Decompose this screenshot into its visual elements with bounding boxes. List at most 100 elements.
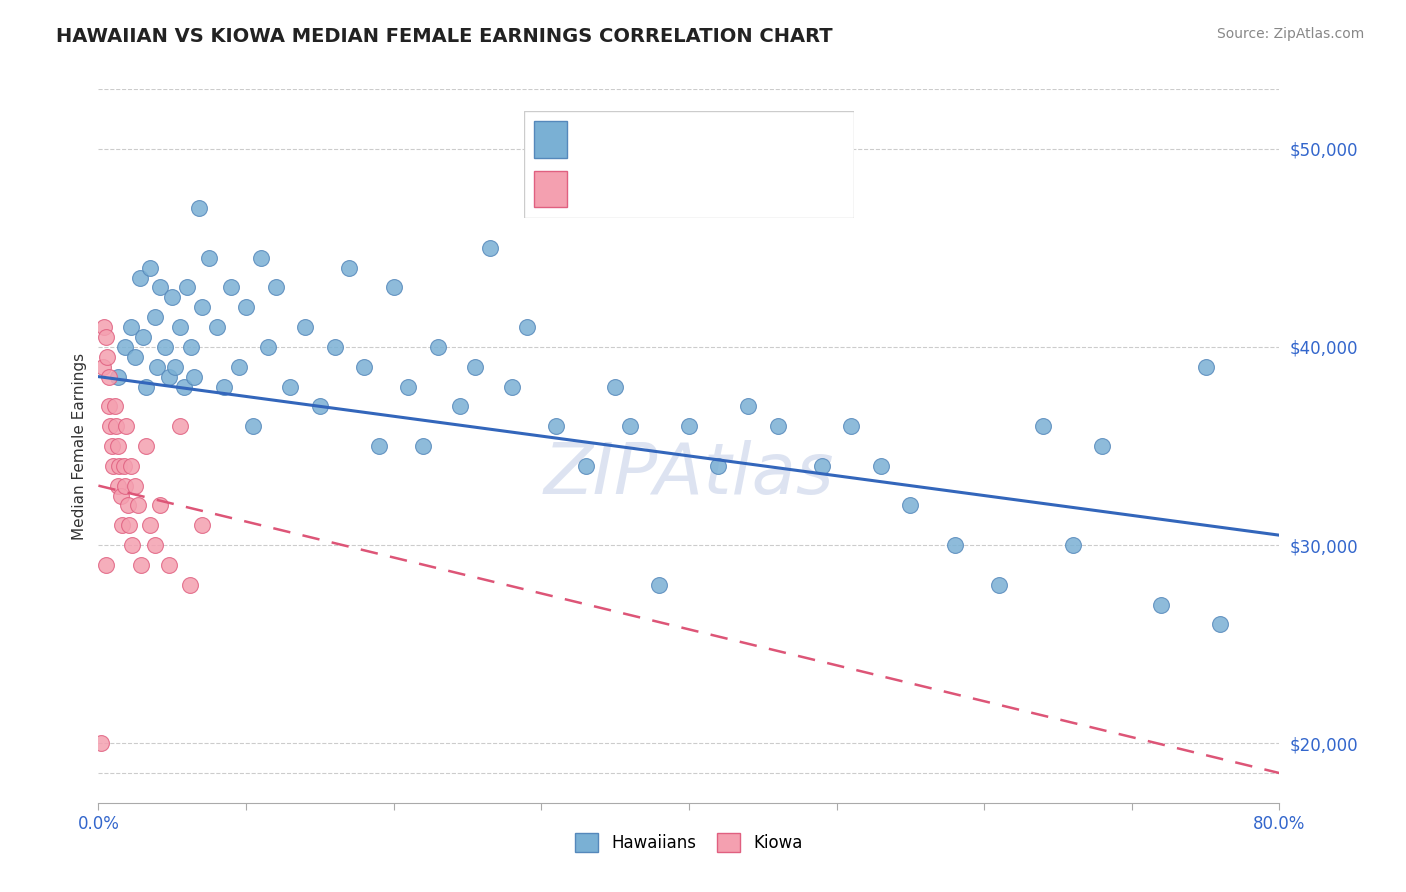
- Point: [107, 439, 129, 453]
- Point: [124, 478, 146, 492]
- Point: [93, 320, 115, 334]
- Point: [107, 369, 129, 384]
- Text: HAWAIIAN VS KIOWA MEDIAN FEMALE EARNINGS CORRELATION CHART: HAWAIIAN VS KIOWA MEDIAN FEMALE EARNINGS…: [56, 27, 832, 45]
- Text: ZIPAtlas: ZIPAtlas: [544, 440, 834, 509]
- Point: [323, 340, 346, 354]
- Point: [619, 419, 641, 434]
- Point: [737, 400, 759, 414]
- Point: [1062, 538, 1084, 552]
- Point: [841, 419, 863, 434]
- Point: [169, 320, 191, 334]
- Point: [605, 379, 627, 393]
- Point: [176, 280, 198, 294]
- Point: [100, 439, 122, 453]
- Point: [280, 379, 302, 393]
- Point: [98, 419, 121, 434]
- Point: [294, 320, 316, 334]
- Point: [110, 489, 132, 503]
- Point: [157, 369, 180, 384]
- Point: [1195, 359, 1218, 374]
- Point: [111, 518, 134, 533]
- Point: [198, 251, 221, 265]
- Point: [810, 458, 832, 473]
- Point: [900, 499, 922, 513]
- Point: [212, 379, 235, 393]
- Point: [1209, 617, 1232, 632]
- Point: [135, 379, 157, 393]
- Point: [149, 499, 172, 513]
- Point: [353, 359, 375, 374]
- Point: [648, 578, 671, 592]
- Point: [546, 419, 568, 434]
- Point: [94, 330, 117, 344]
- Point: [382, 280, 405, 294]
- Point: [108, 458, 131, 473]
- Point: [179, 578, 201, 592]
- Point: [191, 300, 214, 314]
- Point: [118, 518, 141, 533]
- Point: [114, 478, 136, 492]
- Point: [117, 499, 139, 513]
- Point: [309, 400, 332, 414]
- Point: [162, 290, 183, 304]
- Point: [96, 350, 118, 364]
- Point: [988, 578, 1011, 592]
- Point: [120, 320, 142, 334]
- Point: [478, 241, 501, 255]
- Point: [124, 350, 146, 364]
- Point: [678, 419, 700, 434]
- Point: [250, 251, 273, 265]
- Point: [132, 330, 155, 344]
- Point: [516, 320, 538, 334]
- Point: [228, 359, 250, 374]
- Point: [121, 538, 143, 552]
- Point: [1032, 419, 1054, 434]
- Point: [139, 518, 162, 533]
- Point: [105, 419, 128, 434]
- Point: [180, 340, 202, 354]
- Point: [112, 458, 135, 473]
- Point: [94, 558, 117, 572]
- Point: [97, 400, 120, 414]
- Point: [221, 280, 243, 294]
- Point: [103, 458, 125, 473]
- Point: [143, 310, 166, 325]
- Point: [191, 518, 214, 533]
- Point: [169, 419, 191, 434]
- Point: [339, 260, 361, 275]
- Point: [257, 340, 280, 354]
- Point: [104, 400, 127, 414]
- Legend: Hawaiians, Kiowa: Hawaiians, Kiowa: [568, 826, 810, 859]
- Point: [187, 201, 209, 215]
- Point: [153, 340, 176, 354]
- Point: [97, 369, 120, 384]
- Point: [128, 270, 150, 285]
- Point: [149, 280, 172, 294]
- Point: [464, 359, 486, 374]
- Point: [115, 419, 138, 434]
- Point: [242, 419, 264, 434]
- Point: [449, 400, 471, 414]
- Point: [107, 478, 129, 492]
- Point: [368, 439, 391, 453]
- Point: [114, 340, 136, 354]
- Point: [135, 439, 157, 453]
- Point: [427, 340, 450, 354]
- Point: [766, 419, 789, 434]
- Point: [91, 359, 114, 374]
- Point: [398, 379, 420, 393]
- Point: [575, 458, 598, 473]
- Point: [707, 458, 730, 473]
- Point: [129, 558, 152, 572]
- Point: [264, 280, 287, 294]
- Point: [173, 379, 195, 393]
- Text: Source: ZipAtlas.com: Source: ZipAtlas.com: [1216, 27, 1364, 41]
- Point: [205, 320, 228, 334]
- Point: [146, 359, 169, 374]
- Point: [412, 439, 434, 453]
- Point: [165, 359, 187, 374]
- Point: [120, 458, 142, 473]
- Point: [143, 538, 166, 552]
- Point: [501, 379, 523, 393]
- Point: [1150, 598, 1173, 612]
